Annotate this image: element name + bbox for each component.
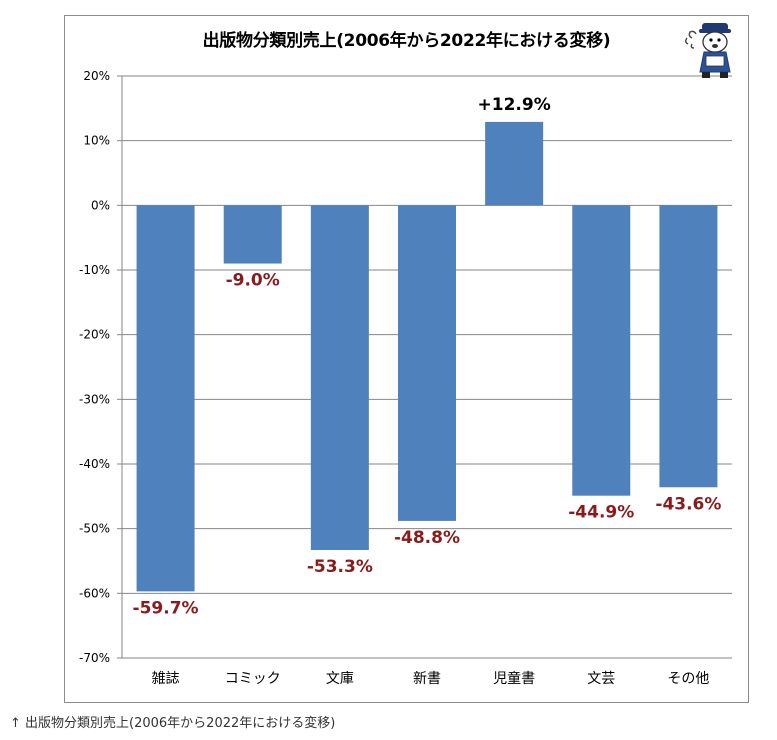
- bar: [136, 205, 195, 592]
- category-label: コミック: [225, 671, 281, 687]
- bar: [223, 205, 282, 264]
- y-tick-labels: 20% 10% 0% -10% -20% -30% -40% -50% -60% -70%: [79, 69, 110, 665]
- category-label: その他: [667, 671, 709, 687]
- y-tick-label: -50%: [79, 522, 110, 536]
- y-tick-label: 20%: [83, 69, 110, 83]
- data-labels: -59.7% -9.0% -53.3% -48.8% +12.9% -44.9% -43.6…: [133, 95, 722, 618]
- mascot-icon: [685, 23, 731, 78]
- y-tick-label: -70%: [79, 651, 110, 665]
- category-label: 文芸: [587, 671, 615, 687]
- data-label: -9.0%: [226, 271, 280, 291]
- category-labels: 雑誌 コミック 文庫 新書 児童書 文芸 その他: [152, 670, 710, 687]
- figure-caption: ↑ 出版物分類別売上(2006年から2022年における変移): [10, 716, 336, 731]
- data-label: +12.9%: [478, 95, 551, 115]
- bar: [485, 121, 544, 206]
- y-tick-label: 0%: [91, 198, 110, 212]
- y-tick-label: -10%: [79, 263, 110, 277]
- y-tick-label: -60%: [79, 586, 110, 600]
- data-label: -59.7%: [133, 598, 199, 618]
- bar: [659, 205, 718, 488]
- bar: [398, 205, 456, 521]
- category-label: 文庫: [326, 670, 354, 687]
- data-label: -48.8%: [394, 528, 460, 548]
- category-label: 新書: [413, 671, 441, 687]
- category-label: 児童書: [493, 670, 535, 687]
- data-label: -43.6%: [655, 494, 721, 514]
- bars: [136, 121, 718, 592]
- y-tick-label: 10%: [83, 134, 110, 148]
- data-label: -53.3%: [307, 557, 373, 577]
- bar: [310, 205, 369, 551]
- data-label: -44.9%: [568, 503, 634, 523]
- chart-title: 出版物分類別売上(2006年から2022年における変移): [202, 31, 611, 51]
- y-tick-label: -30%: [79, 392, 110, 406]
- y-tick-label: -40%: [79, 457, 110, 471]
- category-label: 雑誌: [152, 671, 180, 687]
- y-tick-label: -20%: [79, 328, 110, 342]
- bar: [572, 205, 631, 496]
